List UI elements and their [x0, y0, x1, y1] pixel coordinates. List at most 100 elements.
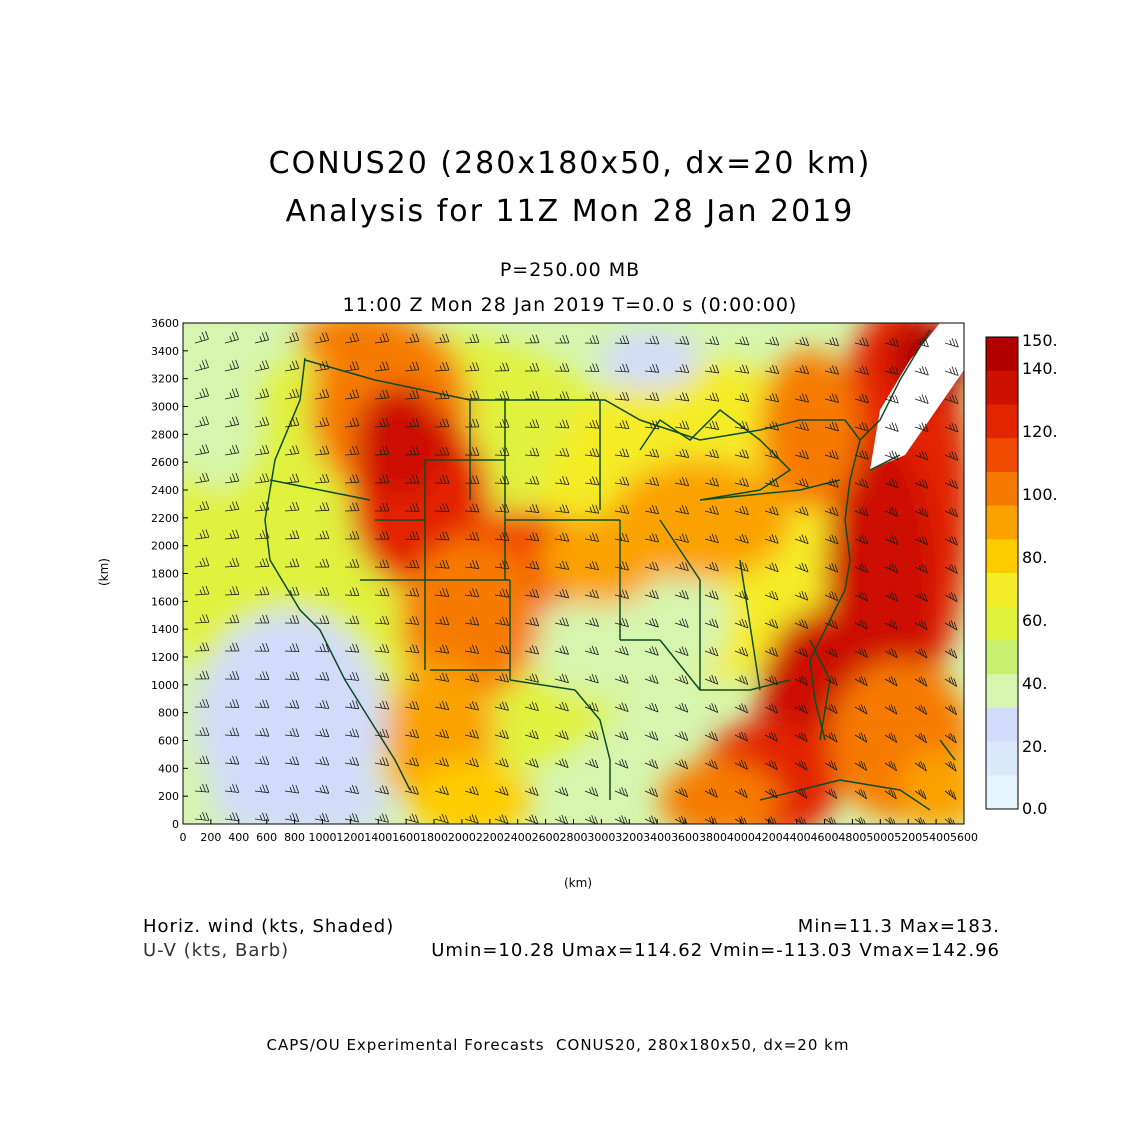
colorbar-label: 60.: [1022, 611, 1047, 630]
wind-barb: [284, 643, 300, 652]
wind-barb: [854, 478, 869, 489]
wind-barb: [614, 589, 629, 599]
x-tick-label: 4200: [755, 831, 783, 844]
wind-barb: [284, 445, 300, 456]
wind-barb: [314, 558, 330, 568]
colorbar-swatch: [986, 438, 1018, 473]
wind-barb: [254, 444, 270, 456]
wind-barb: [674, 335, 690, 345]
wind-barb: [704, 646, 719, 657]
wind-barb: [824, 647, 838, 658]
footer-credit: CAPS/OU Experimental Forecasts CONUS20, …: [266, 1036, 850, 1054]
wind-barb: [374, 531, 390, 540]
wind-barb: [224, 671, 240, 680]
wind-barb: [194, 642, 210, 652]
colorbar-swatch: [986, 539, 1018, 574]
wind-barb: [254, 558, 270, 568]
wind-barb: [614, 420, 630, 430]
wind-barb: [794, 675, 808, 686]
wind-barb: [794, 506, 809, 516]
wind-barb: [764, 393, 780, 403]
x-tick-label: 4400: [783, 831, 811, 844]
wind-barb: [674, 674, 689, 685]
wind-barb: [854, 534, 869, 545]
wind-barb: [914, 478, 929, 489]
wind-barb: [224, 783, 240, 793]
wind-barb: [254, 643, 270, 652]
colorbar-label: 150.: [1022, 331, 1058, 350]
wind-barb: [824, 591, 839, 601]
wind-barb: [854, 563, 869, 573]
y-tick-label: 3400: [151, 345, 179, 358]
wind-barb: [464, 418, 480, 428]
uv-extremes: Umin=10.28 Umax=114.62 Vmin=-113.03 Vmax…: [431, 940, 1000, 961]
wind-barb: [554, 814, 569, 824]
wind-barb: [824, 365, 840, 375]
x-tick-label: 0: [180, 831, 187, 844]
y-tick-label: 1400: [151, 623, 179, 636]
wind-barb: [464, 757, 479, 768]
wind-barb: [254, 784, 270, 794]
wind-barb: [224, 444, 240, 456]
wind-barb: [644, 561, 659, 571]
wind-barb: [584, 532, 600, 542]
wind-barb: [434, 559, 450, 569]
pressure-level: P=250.00 MB: [499, 259, 641, 281]
wind-barb: [824, 760, 838, 771]
wind-barb: [554, 588, 570, 599]
wind-barb: [614, 645, 629, 656]
wind-barb: [464, 447, 480, 456]
wind-barb: [884, 535, 899, 545]
wind-barb: [644, 476, 660, 486]
colorbar-label: 140.: [1022, 359, 1058, 378]
x-tick-label: 4600: [811, 831, 839, 844]
x-tick-label: 3600: [671, 831, 699, 844]
x-tick-label: 800: [284, 831, 305, 844]
wind-barb: [344, 615, 360, 625]
y-tick-label: 1600: [151, 595, 179, 608]
wind-barb: [194, 415, 210, 428]
x-tick-label: 2800: [560, 831, 588, 844]
wind-barb: [734, 562, 749, 572]
wind-barb: [434, 644, 450, 654]
wind-barb: [254, 586, 270, 596]
wind-barb: [944, 337, 959, 348]
wind-barb: [194, 699, 210, 708]
colorbar-swatch: [986, 337, 1018, 372]
wind-barb: [224, 755, 240, 765]
wind-barb: [734, 731, 748, 742]
wind-barb: [554, 476, 570, 485]
wind-barb: [254, 614, 270, 624]
wind-barb: [944, 704, 957, 716]
colorbar: 150. 140. 120. 100. 80. 60. 40. 20. 0.0: [985, 331, 1058, 818]
wind-barb: [494, 588, 510, 598]
wind-barb: [284, 388, 300, 400]
colorbar-swatch: [986, 674, 1018, 709]
wind-barb: [434, 616, 450, 626]
wind-barb: [944, 676, 958, 687]
wind-barb: [194, 755, 210, 765]
wind-barb: [614, 617, 629, 628]
wind-barb: [944, 591, 958, 603]
wind-barb: [704, 533, 719, 544]
wind-barb: [704, 505, 719, 515]
wind-barb: [374, 672, 390, 682]
wind-barb: [734, 703, 749, 714]
wind-barb: [794, 647, 809, 658]
wind-barb: [764, 788, 778, 799]
wind-barb: [944, 422, 959, 433]
wind-barb: [314, 360, 330, 372]
wind-barb: [464, 814, 479, 824]
wind-barb: [494, 532, 510, 541]
wind-barb: [884, 704, 898, 715]
wind-barb: [254, 388, 270, 400]
wind-barb: [764, 562, 779, 573]
wind-barb: [284, 501, 300, 512]
wind-barb: [584, 758, 599, 769]
wind-barb: [404, 446, 420, 456]
wind-barb: [704, 392, 720, 402]
wind-barb: [554, 447, 570, 457]
colorbar-swatch: [986, 573, 1018, 608]
y-tick-label: 3600: [151, 317, 179, 330]
wind-barb: [434, 503, 450, 513]
